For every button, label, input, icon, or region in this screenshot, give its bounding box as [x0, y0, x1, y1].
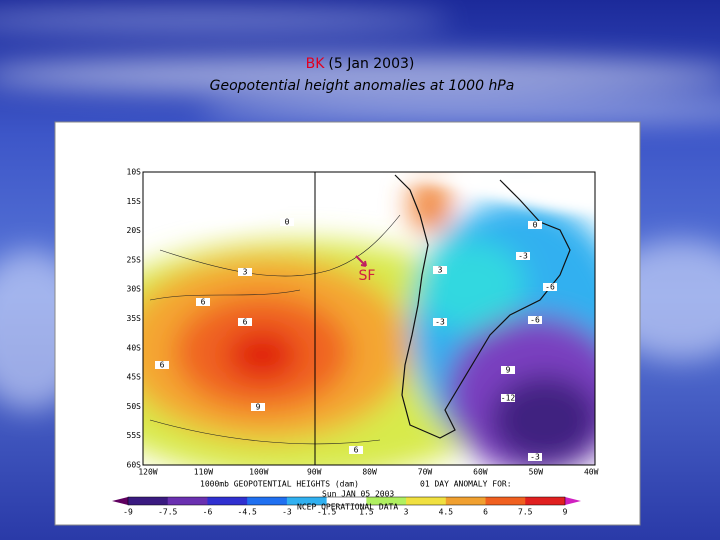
contour-label-bg: [155, 361, 169, 369]
subtitle: Geopotential height anomalies at 1000 hP…: [210, 78, 515, 94]
contour-label: 0: [285, 218, 290, 227]
contour-label: 9: [256, 403, 261, 412]
contour-label-bg: [196, 298, 210, 306]
colorbar-frame: [127, 496, 566, 506]
colorbar-tick-label: 9: [563, 508, 568, 517]
contour-label-bg: [528, 316, 542, 324]
contour-label-bg: [433, 318, 447, 326]
lat-label: 50S: [127, 402, 142, 411]
colorbar-segment: [525, 497, 566, 505]
map-field: [143, 172, 595, 465]
title-station: BK: [306, 56, 326, 72]
date-line: Sun JAN 05 2003: [322, 490, 394, 499]
lat-label: 45S: [127, 373, 142, 382]
colorbar-tick-label: -1.5: [317, 508, 336, 517]
title: BK (5 Jan 2003): [306, 56, 415, 72]
contour-label-bg: [433, 266, 447, 274]
colorbar-tick-label: -9: [123, 508, 133, 517]
lon-label: 50W: [529, 468, 544, 477]
colorbar-tick-label: -6: [203, 508, 213, 517]
colorbar-tick-label: 4.5: [439, 508, 454, 517]
contour-label: -3: [530, 453, 540, 462]
colorbar-segment: [128, 497, 169, 505]
contour-label: 9: [506, 366, 511, 375]
lon-label: 90W: [307, 468, 322, 477]
map-frame: [142, 171, 596, 466]
contour-label: -6: [530, 316, 540, 325]
lon-label: 60W: [473, 468, 488, 477]
title-date: (5 Jan 2003): [328, 56, 414, 72]
contour-label-bg: [501, 366, 515, 374]
contour-label-bg: [349, 446, 363, 454]
lat-label: 30S: [127, 285, 142, 294]
colorbar-segment: [167, 497, 208, 505]
lat-label: 35S: [127, 314, 142, 323]
contour-label: 6: [201, 298, 206, 307]
annotation: SF: [359, 268, 376, 284]
lat-label: 25S: [127, 255, 142, 264]
contour-label: 6: [354, 446, 359, 455]
contour-label: -3: [435, 318, 445, 327]
lat-label: 10S: [127, 168, 142, 177]
contour-label-bg: [528, 221, 542, 229]
contour-label: 0: [533, 221, 538, 230]
sf-arrow: [355, 255, 367, 267]
source: NCEP OPERATIONAL DATA: [297, 503, 398, 512]
colorbar-tick-label: -3: [282, 508, 292, 517]
contour-label-bg: [238, 318, 252, 326]
contour-label: 6: [243, 318, 248, 327]
lon-label: 40W: [584, 468, 599, 477]
contour-label: 6: [160, 361, 165, 370]
contour-label: 3: [243, 268, 248, 277]
contour-label-bg: [543, 283, 557, 291]
lon-label: 100W: [249, 468, 268, 477]
lon-label: 120W: [138, 468, 157, 477]
contour-label: -12: [501, 394, 516, 403]
footer-left: 1000mb GEOPOTENTIAL HEIGHTS (dam): [200, 480, 359, 489]
lon-label: 80W: [362, 468, 377, 477]
contour-label-bg: [280, 218, 294, 226]
colorbar-tick-label: 3: [404, 508, 409, 517]
contour-label: 3: [438, 266, 443, 275]
contour-label: -6: [545, 283, 555, 292]
colorbar-segment: [485, 497, 526, 505]
colorbar-segment: [445, 497, 487, 505]
contour-label-bg: [516, 252, 530, 260]
colorbar-end: [565, 497, 581, 505]
colorbar-end: [112, 497, 128, 505]
colorbar-segment: [326, 497, 367, 505]
footer-right: 01 DAY ANOMALY FOR:: [420, 480, 512, 489]
contour-label-bg: [251, 403, 265, 411]
colorbar-segment: [366, 497, 407, 505]
colorbar-tick-label: 1.5: [359, 508, 374, 517]
colorbar-tick-label: -7.5: [158, 508, 177, 517]
lon-label: 110W: [194, 468, 213, 477]
lat-label: 20S: [127, 226, 142, 235]
contour-label-bg: [501, 394, 515, 402]
colorbar-segment: [247, 497, 288, 505]
lat-label: 15S: [127, 197, 142, 206]
colorbar-tick-label: -4.5: [238, 508, 257, 517]
colorbar-tick-label: 7.5: [518, 508, 533, 517]
lat-label: 60S: [127, 461, 142, 470]
colorbar-tick-label: 6: [483, 508, 488, 517]
contour-label-bg: [528, 453, 542, 461]
lat-label: 55S: [127, 431, 142, 440]
lon-label: 70W: [418, 468, 433, 477]
colorbar-segment: [406, 497, 447, 505]
contour-label: -3: [518, 252, 528, 261]
colorbar-segment: [207, 497, 248, 505]
lat-label: 40S: [127, 343, 142, 352]
colorbar-segment: [286, 497, 328, 505]
contour-label-bg: [238, 268, 252, 276]
